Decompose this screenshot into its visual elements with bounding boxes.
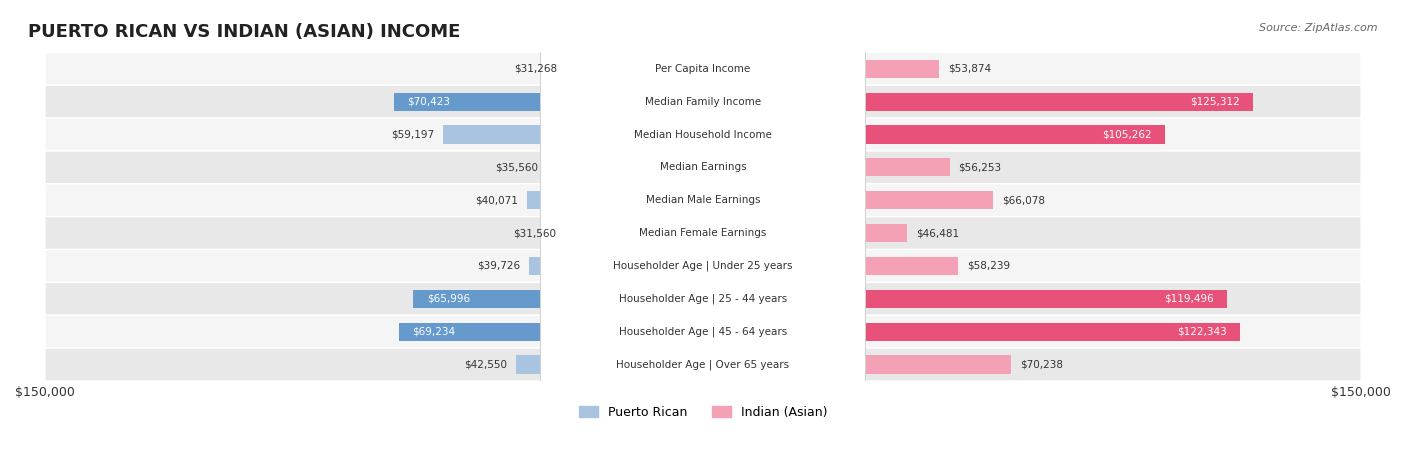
Text: $69,234: $69,234 — [412, 327, 456, 337]
Bar — [529, 257, 703, 275]
Text: Median Male Earnings: Median Male Earnings — [645, 195, 761, 205]
Text: Median Household Income: Median Household Income — [634, 129, 772, 140]
Bar — [394, 92, 703, 111]
Text: Median Family Income: Median Family Income — [645, 97, 761, 106]
FancyBboxPatch shape — [45, 217, 1361, 249]
Legend: Puerto Rican, Indian (Asian): Puerto Rican, Indian (Asian) — [574, 401, 832, 424]
FancyBboxPatch shape — [541, 0, 865, 467]
FancyBboxPatch shape — [45, 249, 1361, 283]
Bar — [703, 158, 950, 177]
FancyBboxPatch shape — [541, 0, 865, 467]
FancyBboxPatch shape — [541, 0, 865, 467]
FancyBboxPatch shape — [45, 151, 1361, 184]
Text: $42,550: $42,550 — [464, 360, 508, 369]
Bar — [547, 158, 703, 177]
Text: $40,071: $40,071 — [475, 195, 519, 205]
Bar — [703, 126, 1164, 143]
FancyBboxPatch shape — [45, 283, 1361, 315]
Text: $46,481: $46,481 — [915, 228, 959, 238]
FancyBboxPatch shape — [45, 118, 1361, 151]
Text: Householder Age | 25 - 44 years: Householder Age | 25 - 44 years — [619, 294, 787, 304]
Text: $56,253: $56,253 — [959, 163, 1001, 172]
Text: $105,262: $105,262 — [1102, 129, 1152, 140]
Bar — [527, 191, 703, 209]
Text: $59,197: $59,197 — [391, 129, 434, 140]
FancyBboxPatch shape — [541, 0, 865, 467]
Text: $125,312: $125,312 — [1189, 97, 1240, 106]
Text: $53,874: $53,874 — [948, 64, 991, 74]
Text: Householder Age | Under 25 years: Householder Age | Under 25 years — [613, 261, 793, 271]
Bar — [703, 323, 1240, 341]
Text: $31,560: $31,560 — [513, 228, 555, 238]
Bar — [703, 290, 1227, 308]
Text: $66,078: $66,078 — [1001, 195, 1045, 205]
Bar — [443, 126, 703, 143]
Bar — [703, 191, 993, 209]
Bar — [703, 60, 939, 78]
Text: $65,996: $65,996 — [426, 294, 470, 304]
Text: Median Female Earnings: Median Female Earnings — [640, 228, 766, 238]
Text: $119,496: $119,496 — [1164, 294, 1213, 304]
Text: Source: ZipAtlas.com: Source: ZipAtlas.com — [1260, 23, 1378, 33]
Bar — [399, 323, 703, 341]
FancyBboxPatch shape — [45, 348, 1361, 381]
Text: $31,268: $31,268 — [515, 64, 557, 74]
Bar — [516, 355, 703, 374]
Text: Per Capita Income: Per Capita Income — [655, 64, 751, 74]
Text: $39,726: $39,726 — [477, 261, 520, 271]
Text: $70,238: $70,238 — [1019, 360, 1063, 369]
FancyBboxPatch shape — [45, 184, 1361, 217]
Text: $35,560: $35,560 — [495, 163, 538, 172]
FancyBboxPatch shape — [45, 315, 1361, 348]
Text: $70,423: $70,423 — [408, 97, 450, 106]
Bar — [565, 224, 703, 242]
Text: PUERTO RICAN VS INDIAN (ASIAN) INCOME: PUERTO RICAN VS INDIAN (ASIAN) INCOME — [28, 23, 461, 42]
FancyBboxPatch shape — [45, 52, 1361, 85]
FancyBboxPatch shape — [541, 0, 865, 467]
Text: Householder Age | Over 65 years: Householder Age | Over 65 years — [616, 359, 790, 370]
Bar — [703, 355, 1011, 374]
Text: Median Earnings: Median Earnings — [659, 163, 747, 172]
FancyBboxPatch shape — [541, 0, 865, 467]
Bar — [703, 224, 907, 242]
Text: $122,343: $122,343 — [1177, 327, 1226, 337]
Bar — [703, 92, 1253, 111]
FancyBboxPatch shape — [541, 0, 865, 467]
Bar — [565, 60, 703, 78]
FancyBboxPatch shape — [45, 85, 1361, 118]
FancyBboxPatch shape — [541, 0, 865, 467]
Text: Householder Age | 45 - 64 years: Householder Age | 45 - 64 years — [619, 326, 787, 337]
FancyBboxPatch shape — [541, 0, 865, 467]
Bar — [703, 257, 959, 275]
FancyBboxPatch shape — [541, 0, 865, 467]
Bar — [413, 290, 703, 308]
Text: $58,239: $58,239 — [967, 261, 1011, 271]
